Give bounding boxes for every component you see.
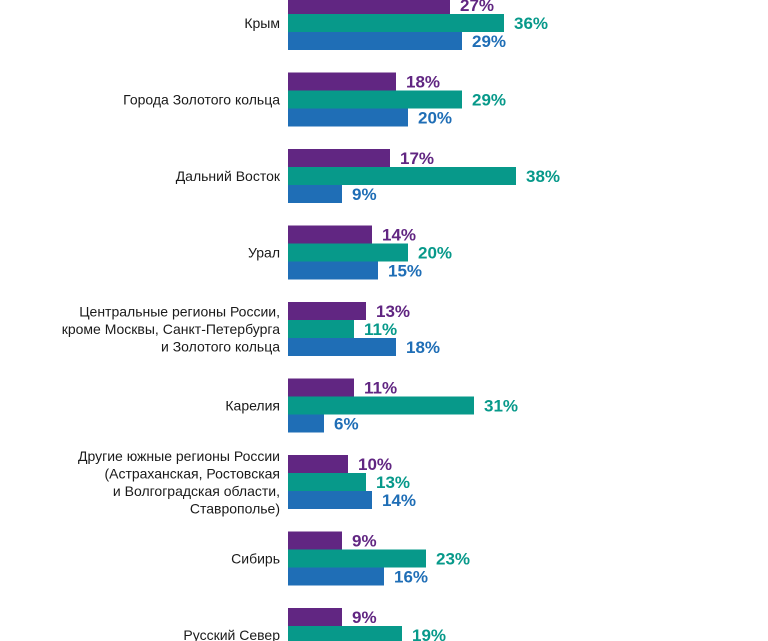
bar: [288, 149, 390, 167]
category-label-line: Крым: [244, 15, 280, 31]
bar: [288, 414, 324, 433]
category-label: Сибирь: [231, 551, 280, 567]
bar: [288, 491, 372, 509]
data-label: 11%: [364, 379, 397, 398]
bar: [288, 567, 384, 586]
bar: [288, 608, 342, 626]
data-label: 20%: [418, 244, 452, 263]
category-label-line: кроме Москвы, Санкт-Петербурга: [62, 321, 280, 337]
data-label: 13%: [376, 302, 410, 321]
category-group: 9% 23% 16% Сибирь: [231, 531, 470, 587]
data-label: 14%: [382, 491, 416, 510]
data-label: 29%: [472, 32, 506, 51]
bar: [288, 473, 366, 491]
category-label: Другие южные регионы России (Астраханская…: [78, 448, 280, 517]
category-group: 27% 36% 29% Крым: [244, 0, 548, 51]
category-group: 13%11% 18% Центральные регионы России, кром…: [62, 302, 440, 357]
data-label: 13%: [376, 473, 410, 492]
bar: [288, 455, 348, 473]
category-label: Карелия: [225, 398, 280, 414]
category-label-line: Города Золотого кольца: [123, 92, 280, 108]
category-label: Города Золотого кольца: [123, 92, 280, 108]
category-label: Русский Север: [183, 627, 280, 641]
category-label-line: и Волгоградская области,: [113, 483, 280, 499]
category-label: Центральные регионы России, кроме Москвы,…: [62, 304, 281, 355]
category-label: Крым: [244, 15, 280, 31]
bar: [288, 14, 504, 32]
bar: [288, 338, 396, 356]
bar: [288, 32, 462, 50]
category-group: 14%20%15% Урал: [248, 225, 452, 281]
bar: [288, 396, 474, 415]
data-label: 10%: [358, 455, 392, 474]
category-label-line: Урал: [248, 245, 280, 261]
data-label: 31%: [484, 397, 518, 416]
category-group: 9% 19% Русский Север: [183, 608, 446, 641]
bar: [288, 378, 354, 397]
data-label: 23%: [436, 550, 470, 569]
bar: [288, 302, 366, 320]
bar: [288, 531, 342, 550]
data-label: 38%: [526, 167, 560, 186]
category-label: Дальний Восток: [176, 168, 281, 184]
category-label-line: (Астраханская, Ростовская: [104, 465, 280, 481]
bar: [288, 108, 408, 127]
data-label: 27%: [460, 0, 494, 15]
bar: [288, 320, 354, 338]
data-label: 9%: [352, 185, 377, 204]
bar: [288, 243, 408, 262]
category-label-line: Сибирь: [231, 551, 280, 567]
bar: [288, 225, 372, 244]
data-label: 17%: [400, 149, 434, 168]
data-label: 18%: [406, 338, 440, 357]
data-label: 19%: [412, 626, 446, 641]
bar: [288, 185, 342, 203]
category-group: 17% 38% 9% Дальний Восток: [176, 149, 560, 204]
data-label: 36%: [514, 14, 548, 33]
bar: [288, 0, 450, 14]
bar: [288, 72, 396, 91]
bar: [288, 261, 378, 280]
data-label: 15%: [388, 262, 422, 281]
data-label: 20%: [418, 109, 452, 128]
data-label: 29%: [472, 91, 506, 110]
data-label: 9%: [352, 608, 377, 627]
category-group: 10%13%14% Другие южные регионы России (Аст…: [78, 448, 416, 517]
data-label: 18%: [406, 73, 440, 92]
category-label-line: Русский Север: [183, 627, 280, 641]
bar: [288, 90, 462, 109]
bar: [288, 626, 402, 641]
category-label-line: Центральные регионы России,: [79, 304, 280, 320]
bar: [288, 167, 516, 185]
category-label-line: и Золотого кольца: [161, 339, 280, 355]
category-label-line: Дальний Восток: [176, 168, 281, 184]
data-label: 14%: [382, 226, 416, 245]
data-label: 11%: [364, 320, 397, 339]
data-label: 9%: [352, 532, 377, 551]
category-label-line: Другие южные регионы России: [78, 448, 280, 464]
category-label-line: Карелия: [225, 398, 280, 414]
data-label: 6%: [334, 415, 359, 434]
category-group: 11% 31% 6% Карелия: [225, 378, 518, 434]
bar: [288, 549, 426, 568]
category-label-line: Ставрополье): [190, 500, 280, 516]
category-label: Урал: [248, 245, 280, 261]
data-label: 16%: [394, 568, 428, 587]
category-group: 18% 29% 20% Города Золотого кольца: [123, 72, 506, 128]
